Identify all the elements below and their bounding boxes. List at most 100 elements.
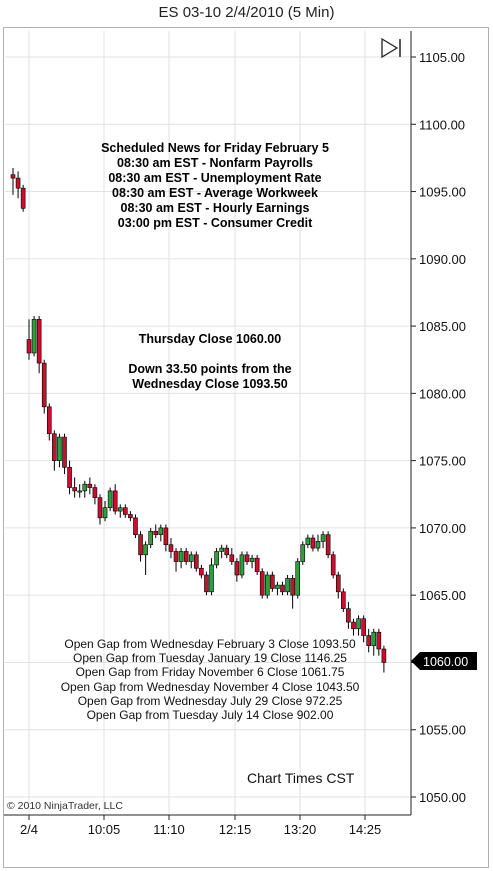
candle: [259, 568, 265, 599]
candle-body: [148, 530, 153, 546]
candle-body: [112, 490, 118, 512]
candle-body: [209, 564, 214, 593]
candle-body: [280, 584, 285, 593]
gap-line: Open Gap from Tuesday January 19 Close 1…: [73, 651, 347, 666]
candle-body: [138, 534, 143, 556]
candle: [234, 558, 240, 582]
candle: [102, 501, 108, 522]
candle-body: [41, 362, 47, 408]
candle-body: [133, 517, 138, 535]
candle-body: [234, 561, 240, 576]
candle: [133, 514, 138, 538]
candle-body: [229, 554, 235, 562]
candles: [10, 168, 387, 673]
candle: [10, 168, 16, 195]
candle: [204, 571, 209, 596]
candle-body: [341, 591, 346, 609]
gap-line: Open Gap from Wednesday November 4 Close…: [60, 679, 360, 694]
candle-body: [128, 514, 133, 519]
candle-body: [249, 557, 255, 562]
close-note-line: Wednesday Close 1093.50: [132, 377, 288, 391]
candle: [270, 571, 275, 592]
candle-body: [199, 567, 204, 576]
candle: [209, 558, 214, 596]
candle: [300, 541, 306, 565]
candle-body: [376, 631, 382, 650]
chart-frame: [3, 27, 489, 868]
candle-body: [31, 319, 37, 354]
y-tick-label: 1055.00: [419, 723, 466, 738]
candle: [305, 534, 311, 549]
candle-body: [290, 578, 295, 596]
candle: [143, 541, 148, 575]
candle: [239, 551, 245, 579]
candle-body: [87, 483, 93, 488]
scroll-to-end-icon[interactable]: [381, 37, 401, 59]
candle: [15, 171, 21, 199]
last-price-label: 1060.00: [423, 655, 468, 669]
copyright-label: © 2010 NinjaTrader, LLC: [7, 800, 123, 812]
candle: [295, 558, 301, 599]
candle-body: [183, 551, 189, 562]
candle: [31, 316, 37, 357]
candle: [36, 316, 42, 374]
x-tick-label: 11:10: [153, 822, 185, 837]
candle-body: [320, 534, 326, 542]
candle-body: [107, 490, 113, 509]
candle: [346, 601, 351, 629]
news-item: 08:30 am EST - Nonfarm Payrolls: [117, 156, 313, 170]
candle-body: [123, 507, 128, 515]
candle: [361, 615, 366, 643]
candle-body: [366, 635, 371, 646]
candle: [57, 433, 62, 468]
candle: [67, 460, 72, 495]
candle: [335, 571, 341, 599]
candle-body: [346, 608, 351, 623]
gap-line: Open Gap from Friday November 6 Close 10…: [75, 665, 345, 680]
candle-body: [295, 561, 301, 596]
candle-body: [158, 527, 164, 535]
candle: [173, 548, 179, 572]
close-note-line: Thursday Close 1060.00: [138, 332, 282, 346]
candle-body: [92, 487, 98, 498]
candle-body: [259, 571, 265, 596]
candle: [97, 494, 103, 525]
news-item: 08:30 am EST - Average Workweek: [112, 186, 318, 200]
candle-body: [219, 547, 224, 552]
candle-body: [239, 554, 245, 576]
candle: [153, 524, 159, 538]
time-axis: 2/4 10:05 11:10 12:15 13:20 14:25: [20, 815, 381, 837]
candle-body: [153, 530, 159, 535]
candle-body: [20, 187, 26, 209]
candle-body: [254, 557, 260, 572]
candle-body: [356, 618, 361, 630]
x-tick-label: 13:20: [284, 822, 317, 837]
candle-body: [67, 467, 72, 488]
candle: [138, 531, 143, 562]
candle: [366, 628, 371, 653]
candle-body: [10, 174, 16, 179]
candle: [123, 504, 128, 518]
candle-body: [46, 406, 52, 435]
candle: [320, 531, 326, 549]
candle-body: [143, 544, 148, 556]
candle-body: [264, 574, 270, 596]
y-tick-label: 1065.00: [419, 588, 466, 603]
candle-body: [300, 544, 306, 562]
candle: [77, 484, 82, 498]
gaps-annotation: Open Gap from Wednesday February 3 Close…: [20, 637, 400, 722]
candle: [82, 480, 88, 498]
candle-body: [275, 584, 280, 589]
candle: [219, 544, 224, 559]
candle: [117, 504, 123, 518]
candle-body: [173, 551, 179, 562]
candle-body: [77, 490, 82, 493]
candle: [62, 433, 67, 475]
gap-line: Open Gap from Tuesday July 14 Close 902.…: [86, 708, 334, 723]
x-tick-label: 10:05: [88, 822, 121, 837]
candle: [325, 531, 331, 559]
gap-line: Open Gap from Wednesday February 3 Close…: [64, 637, 356, 651]
candle-body: [168, 544, 174, 552]
x-tick-label: 12:15: [219, 822, 252, 837]
